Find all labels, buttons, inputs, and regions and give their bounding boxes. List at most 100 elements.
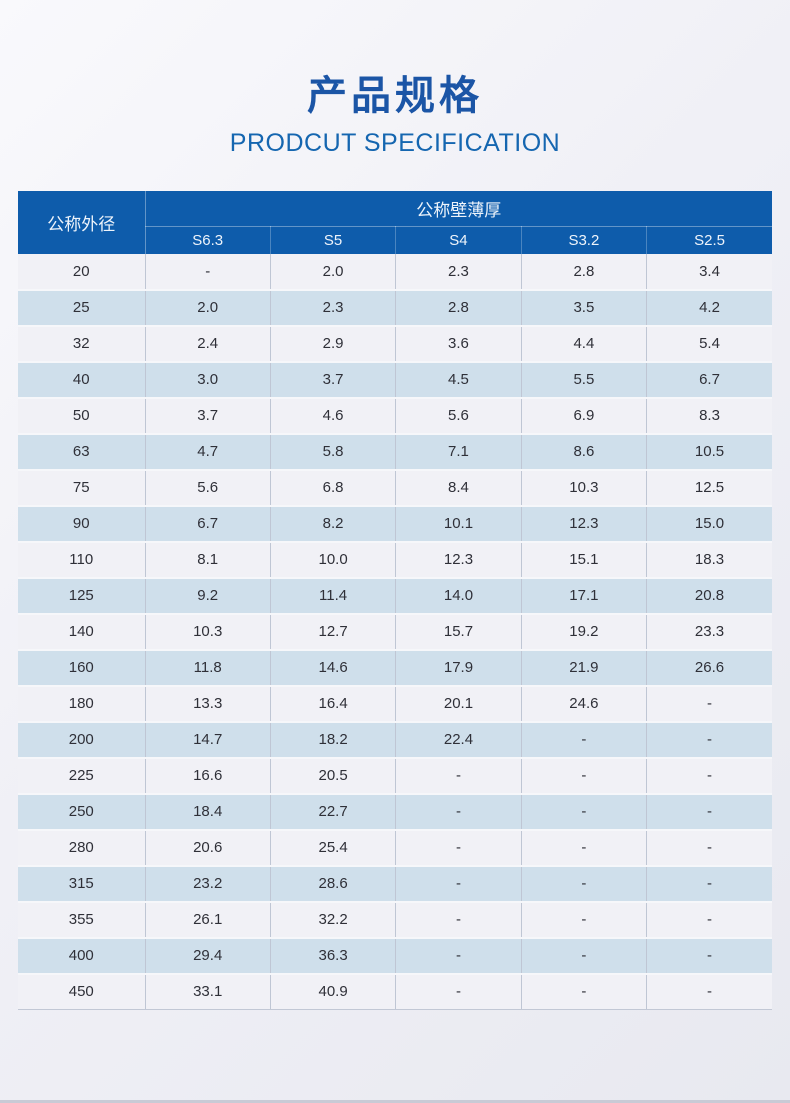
value-cell: 14.0 (395, 577, 522, 615)
value-cell: 11.4 (270, 577, 397, 615)
value-cell: 11.8 (145, 649, 271, 687)
diameter-cell: 225 (18, 757, 146, 795)
value-cell: 10.3 (145, 613, 271, 651)
value-cell: - (646, 973, 772, 1010)
value-cell: 15.7 (395, 613, 522, 651)
value-cell: 14.6 (270, 649, 397, 687)
diameter-cell: 140 (18, 613, 146, 651)
value-cell: 3.7 (145, 397, 271, 435)
value-cell: 6.7 (145, 505, 271, 543)
table-row: 315 23.2 28.6 - - - (18, 865, 772, 903)
value-cell: - (646, 829, 772, 867)
table-row: 75 5.6 6.8 8.4 10.3 12.5 (18, 469, 772, 507)
diameter-cell: 50 (18, 397, 146, 435)
value-cell: 3.7 (270, 361, 397, 399)
value-cell: 4.7 (145, 433, 271, 471)
value-cell: 2.9 (270, 325, 397, 363)
diameter-cell: 75 (18, 469, 146, 507)
table-row: 280 20.6 25.4 - - - (18, 829, 772, 867)
page-title: 产品规格 (307, 74, 483, 118)
value-cell: 10.5 (646, 433, 772, 471)
value-cell: - (395, 937, 522, 975)
value-cell: 3.0 (145, 361, 271, 399)
value-cell: - (145, 253, 271, 291)
value-cell: 10.0 (270, 541, 397, 579)
table-row: 160 11.8 14.6 17.9 21.9 26.6 (18, 649, 772, 687)
value-cell: - (646, 757, 772, 795)
value-cell: - (646, 793, 772, 831)
table-row: 355 26.1 32.2 - - - (18, 901, 772, 939)
table-row: 25 2.0 2.3 2.8 3.5 4.2 (18, 289, 772, 327)
value-cell: 12.3 (395, 541, 522, 579)
value-cell: 26.6 (646, 649, 772, 687)
diameter-cell: 125 (18, 577, 146, 615)
value-cell: 3.6 (395, 325, 522, 363)
column-header-s3-2: S3.2 (521, 226, 648, 254)
table-row: 50 3.7 4.6 5.6 6.9 8.3 (18, 397, 772, 435)
table-row: 225 16.6 20.5 - - - (18, 757, 772, 795)
value-cell: - (521, 865, 648, 903)
value-cell: - (521, 757, 648, 795)
value-cell: 32.2 (270, 901, 397, 939)
diameter-cell: 40 (18, 361, 146, 399)
value-cell: - (521, 793, 648, 831)
value-cell: 6.9 (521, 397, 648, 435)
diameter-cell: 315 (18, 865, 146, 903)
value-cell: 18.2 (270, 721, 397, 759)
diameter-cell: 200 (18, 721, 146, 759)
table-row: 125 9.2 11.4 14.0 17.1 20.8 (18, 577, 772, 615)
spec-table-container: 公称外径 公称壁薄厚 S6.3 S5 S4 S3.2 S2.5 20 - 2.0… (18, 190, 772, 1010)
table-row: 140 10.3 12.7 15.7 19.2 23.3 (18, 613, 772, 651)
value-cell: 8.3 (646, 397, 772, 435)
value-cell: - (395, 793, 522, 831)
value-cell: 10.3 (521, 469, 648, 507)
value-cell: 2.8 (395, 289, 522, 327)
value-cell: - (395, 829, 522, 867)
value-cell: 40.9 (270, 973, 397, 1010)
diameter-cell: 160 (18, 649, 146, 687)
value-cell: 28.6 (270, 865, 397, 903)
value-cell: - (646, 937, 772, 975)
table-row: 40 3.0 3.7 4.5 5.5 6.7 (18, 361, 772, 399)
value-cell: 16.4 (270, 685, 397, 723)
header-row-series: S6.3 S5 S4 S3.2 S2.5 (18, 226, 772, 254)
table-row: 90 6.7 8.2 10.1 12.3 15.0 (18, 505, 772, 543)
diameter-cell: 250 (18, 793, 146, 831)
value-cell: 12.3 (521, 505, 648, 543)
spec-table-head: 公称外径 公称壁薄厚 S6.3 S5 S4 S3.2 S2.5 (18, 190, 772, 254)
column-header-s4: S4 (395, 226, 522, 254)
value-cell: 2.3 (270, 289, 397, 327)
value-cell: 23.3 (646, 613, 772, 651)
value-cell: 2.0 (145, 289, 271, 327)
diameter-cell: 32 (18, 325, 146, 363)
value-cell: 3.5 (521, 289, 648, 327)
table-row: 63 4.7 5.8 7.1 8.6 10.5 (18, 433, 772, 471)
value-cell: 2.3 (395, 253, 522, 291)
value-cell: 18.4 (145, 793, 271, 831)
table-row: 400 29.4 36.3 - - - (18, 937, 772, 975)
table-row: 450 33.1 40.9 - - - (18, 973, 772, 1010)
value-cell: - (521, 721, 648, 759)
value-cell: 20.6 (145, 829, 271, 867)
value-cell: 4.5 (395, 361, 522, 399)
spec-table: 公称外径 公称壁薄厚 S6.3 S5 S4 S3.2 S2.5 20 - 2.0… (18, 190, 772, 1010)
value-cell: 8.4 (395, 469, 522, 507)
corner-header-cell: 公称外径 (18, 190, 146, 254)
value-cell: - (521, 973, 648, 1010)
value-cell: 23.2 (145, 865, 271, 903)
value-cell: 17.1 (521, 577, 648, 615)
value-cell: - (521, 829, 648, 867)
table-row: 180 13.3 16.4 20.1 24.6 - (18, 685, 772, 723)
column-header-s6-3: S6.3 (145, 226, 271, 254)
value-cell: - (395, 901, 522, 939)
value-cell: 12.7 (270, 613, 397, 651)
value-cell: 16.6 (145, 757, 271, 795)
diameter-cell: 450 (18, 973, 146, 1010)
value-cell: 9.2 (145, 577, 271, 615)
value-cell: 10.1 (395, 505, 522, 543)
value-cell: 12.5 (646, 469, 772, 507)
value-cell: 13.3 (145, 685, 271, 723)
value-cell: 6.7 (646, 361, 772, 399)
value-cell: 26.1 (145, 901, 271, 939)
